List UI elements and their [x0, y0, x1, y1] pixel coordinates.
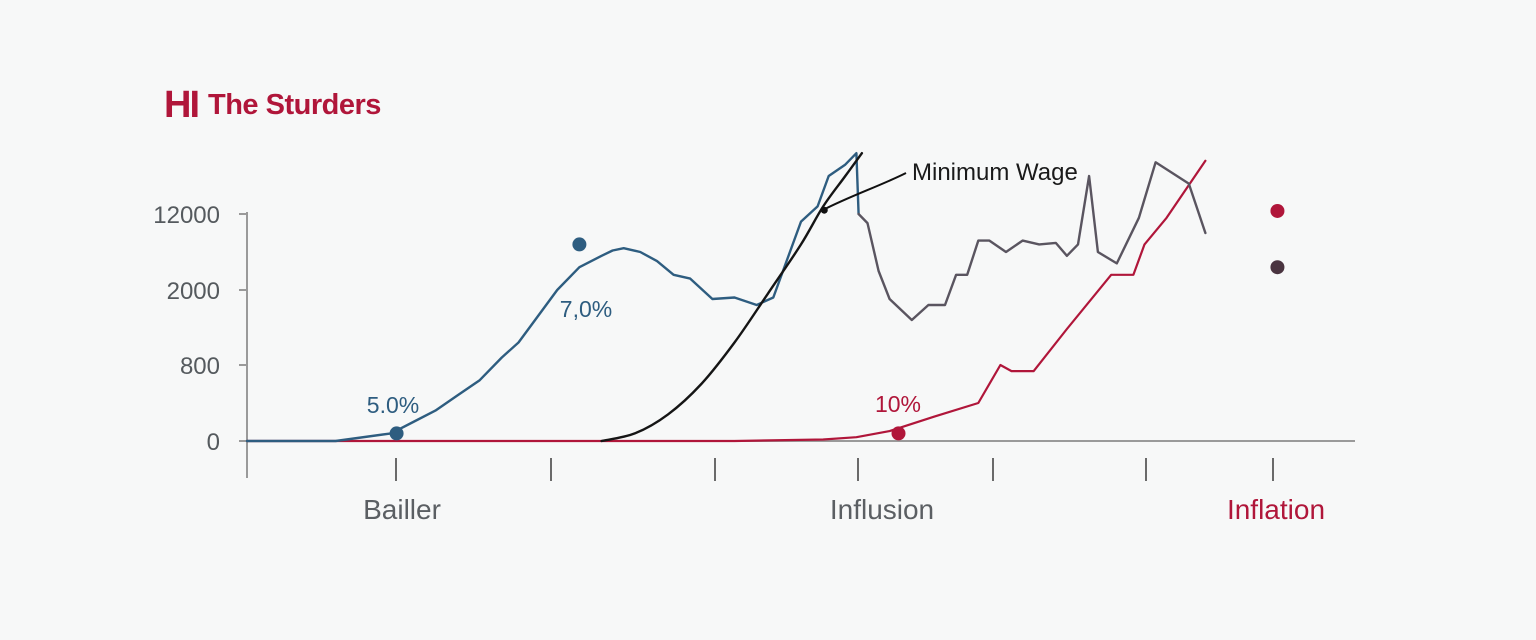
chart-markers [389, 203, 1285, 441]
x-category-label: Bailler [363, 494, 441, 525]
y-tick-label: 800 [180, 353, 220, 380]
annotation-label: 10% [875, 391, 921, 417]
y-tick-label: 0 [207, 429, 220, 456]
callout-label: Minimum Wage [912, 159, 1078, 186]
x-category-label: Inflation [1227, 494, 1325, 525]
marker-10 [891, 426, 906, 441]
marker-7-0 [572, 237, 587, 252]
brand-logo: HI [164, 84, 200, 126]
series-line-minimum-wage [600, 152, 864, 443]
series-line-blue [245, 152, 860, 443]
y-tick-label: 2000 [167, 278, 220, 305]
brand-title: The Sturders [208, 88, 381, 121]
marker-dark-end [1270, 260, 1285, 275]
annotation-label: 5.0% [367, 392, 419, 418]
x-category-label: Influsion [830, 494, 934, 525]
marker-5-0 [389, 426, 404, 441]
marker-minimum-wage [820, 206, 828, 214]
y-tick-label: 12000 [153, 202, 220, 229]
callout-leader-line [822, 172, 907, 211]
brand-header: HI The Sturders [164, 86, 381, 124]
marker-inflation-end [1270, 203, 1285, 218]
chart-labels: 12000 2000 800 0 Bailler Influsion Inflation 5.… [153, 159, 1325, 525]
chart-series [245, 152, 1207, 443]
series-line-dark [857, 161, 1207, 322]
series-line-red [245, 159, 1207, 443]
annotation-label: 7,0% [560, 296, 612, 322]
